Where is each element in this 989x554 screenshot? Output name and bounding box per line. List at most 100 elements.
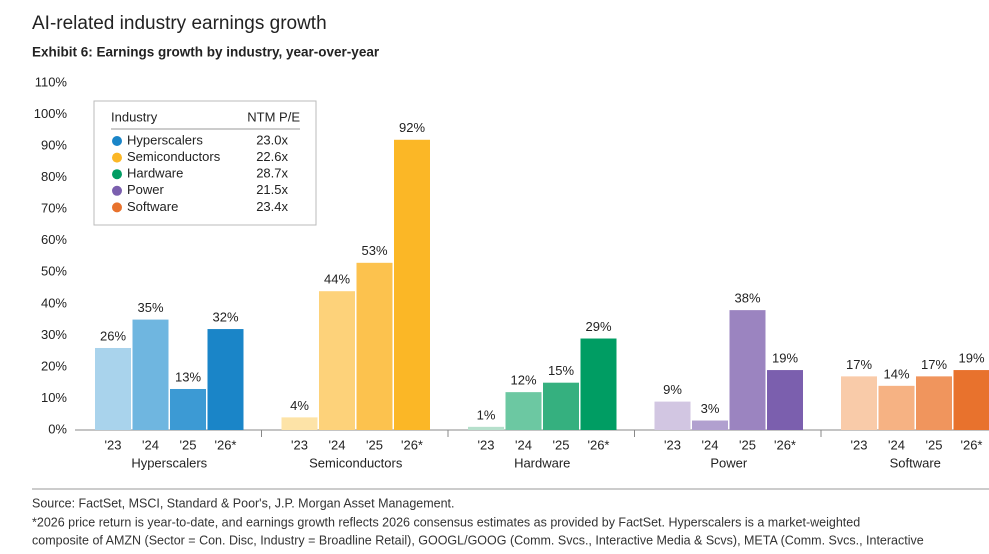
group-label: Software	[890, 455, 941, 470]
x-tick-label: '26*	[960, 437, 982, 452]
source: Source: FactSet, MSCI, Standard & Poor's…	[32, 496, 455, 510]
legend-swatch	[112, 202, 122, 213]
value-label: 12%	[510, 373, 536, 388]
footnote: composite of AMZN (Sector = Con. Disc, I…	[32, 533, 924, 547]
x-tick-label: '24	[515, 437, 532, 452]
bar	[207, 329, 244, 430]
bar	[543, 382, 579, 430]
legend-swatch	[112, 152, 122, 163]
x-tick-label: '26*	[774, 437, 796, 452]
y-tick-label: 40%	[41, 295, 67, 310]
y-tick-label: 110%	[35, 74, 68, 89]
x-tick-label: '25	[180, 437, 197, 452]
value-label: 92%	[399, 120, 425, 135]
legend-pe: 23.0x	[256, 132, 288, 147]
value-label: 4%	[290, 398, 309, 413]
value-label: 44%	[324, 272, 350, 287]
bar	[132, 319, 169, 430]
legend-header: Industry	[111, 109, 158, 124]
legend-label: Hyperscalers	[127, 132, 203, 147]
bar	[319, 291, 355, 430]
x-tick-label: '23	[291, 437, 308, 452]
x-tick-label: '24	[329, 437, 346, 452]
legend-box	[93, 100, 317, 226]
x-tick-label: '23	[105, 437, 122, 452]
value-label: 1%	[477, 407, 496, 422]
x-tick-label: '24	[142, 437, 159, 452]
legend-swatch	[112, 136, 122, 146]
value-label: 14%	[883, 366, 909, 381]
y-tick-label: 50%	[41, 264, 67, 279]
value-label: 35%	[137, 300, 163, 315]
legend-pe: 21.5x	[256, 182, 288, 197]
footnote: *2026 price return is year-to-date, and …	[32, 515, 860, 529]
x-tick-label: '26*	[587, 437, 609, 452]
x-tick-label: '25	[926, 437, 943, 452]
bar	[356, 262, 393, 430]
bar	[281, 417, 318, 430]
bar	[654, 401, 691, 430]
bar	[170, 388, 206, 430]
legend-pe-header: NTM P/E	[247, 109, 300, 124]
chart-title: AI-related industry earnings growth	[32, 13, 327, 34]
legend-swatch	[112, 185, 122, 196]
bar	[916, 376, 952, 430]
y-tick-label: 90%	[41, 138, 67, 153]
y-tick-label: 20%	[41, 358, 67, 373]
bar	[95, 347, 131, 430]
bar	[692, 420, 728, 430]
x-tick-label: '26*	[401, 437, 423, 452]
value-label: 29%	[585, 319, 611, 334]
value-label: 9%	[663, 382, 682, 397]
bar	[729, 310, 766, 430]
y-tick-label: 0%	[48, 421, 67, 436]
y-tick-label: 80%	[41, 169, 67, 184]
y-tick-label: 100%	[34, 106, 68, 121]
legend-pe: 22.6x	[256, 149, 288, 164]
group-label: Hyperscalers	[131, 455, 207, 470]
group-label: Power	[710, 455, 748, 470]
x-tick-label: '23	[851, 437, 868, 452]
value-label: 15%	[548, 363, 574, 378]
value-label: 32%	[212, 309, 238, 324]
value-label: 38%	[734, 291, 760, 306]
x-tick-label: '24	[888, 437, 905, 452]
bar	[953, 370, 989, 430]
x-tick-label: '25	[739, 437, 756, 452]
bar	[468, 426, 504, 430]
y-tick-label: 30%	[41, 327, 67, 342]
bar	[394, 139, 430, 431]
legend-label: Semiconductors	[127, 149, 221, 164]
x-tick-label: '23	[478, 437, 495, 452]
x-tick-label: '25	[553, 437, 570, 452]
x-tick-label: '23	[664, 437, 681, 452]
legend-pe: 23.4x	[256, 199, 288, 214]
value-label: 13%	[175, 369, 201, 384]
value-label: 53%	[361, 243, 387, 258]
value-label: 17%	[921, 357, 947, 372]
legend-pe: 28.7x	[256, 166, 288, 181]
bar	[841, 376, 877, 430]
value-label: 19%	[958, 351, 984, 366]
bar	[767, 370, 803, 430]
bar	[580, 338, 617, 430]
legend-label: Hardware	[127, 166, 183, 181]
legend-label: Software	[127, 199, 178, 214]
group-label: Hardware	[514, 455, 570, 470]
y-tick-label: 60%	[41, 232, 67, 247]
legend-label: Power	[127, 182, 165, 197]
value-label: 19%	[772, 351, 798, 366]
y-tick-label: 10%	[41, 390, 67, 405]
bar	[878, 385, 915, 430]
value-label: 26%	[100, 328, 126, 343]
legend-swatch	[112, 169, 122, 180]
value-label: 17%	[846, 357, 872, 372]
value-label: 3%	[701, 401, 720, 416]
group-label: Semiconductors	[309, 455, 403, 470]
x-tick-label: '26*	[214, 437, 236, 452]
chart-subtitle: Exhibit 6: Earnings growth by industry, …	[32, 45, 380, 60]
x-tick-label: '24	[702, 437, 719, 452]
bar	[505, 392, 542, 430]
